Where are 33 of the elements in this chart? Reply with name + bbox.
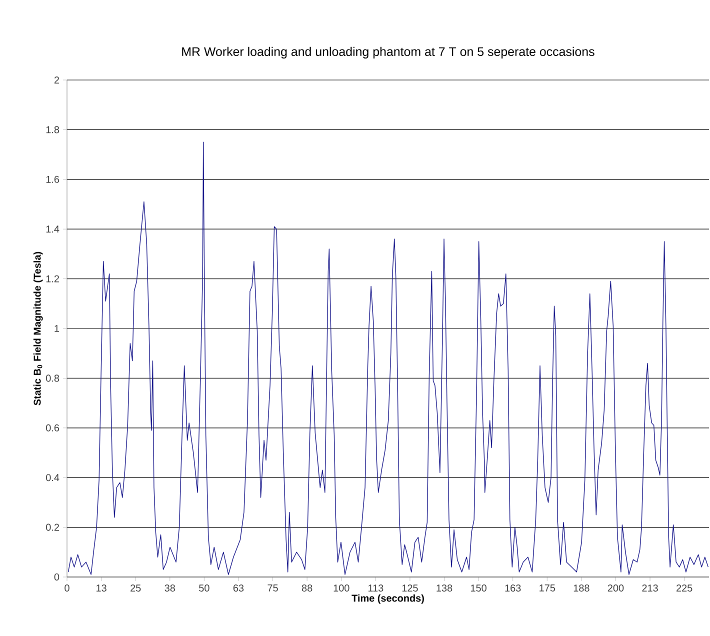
y-tick-label: 0.8 bbox=[46, 374, 60, 382]
x-tick-label: 50 bbox=[199, 584, 210, 592]
x-tick-label: 38 bbox=[164, 584, 175, 592]
y-tick-label: 1.8 bbox=[46, 126, 60, 134]
x-tick-label: 113 bbox=[368, 584, 384, 592]
y-tick-label: 0.6 bbox=[46, 424, 60, 432]
x-tick-label: 163 bbox=[505, 584, 521, 592]
y-tick-label: 0 bbox=[54, 573, 60, 581]
x-tick-label: 125 bbox=[402, 584, 418, 592]
y-tick-label: 1.4 bbox=[46, 226, 60, 233]
x-tick-label: 188 bbox=[574, 584, 590, 592]
y-tick-label: 1 bbox=[54, 325, 59, 332]
x-tick-label: 225 bbox=[676, 584, 692, 592]
y-tick-label: 0.4 bbox=[46, 474, 60, 482]
x-tick-label: 200 bbox=[608, 584, 624, 592]
y-tick-label: 2 bbox=[54, 76, 59, 84]
y-tick-label: 0.2 bbox=[46, 524, 59, 531]
y-tick-label: 1.6 bbox=[46, 176, 60, 183]
x-tick-label: 13 bbox=[96, 584, 106, 592]
chart-title: MR Worker loading and unloading phantom at 7 T on 5 seperate occasions bbox=[182, 46, 594, 58]
y-axis-title: Static B$_{0}$ Field Magnitude (Tesla) bbox=[33, 252, 43, 406]
x-axis-title: Time (seconds) bbox=[352, 594, 424, 604]
x-tick-label: 25 bbox=[130, 584, 141, 592]
x-tick-label: 175 bbox=[540, 584, 556, 592]
x-tick-label: 88 bbox=[302, 584, 312, 592]
x-tick-label: 0 bbox=[64, 584, 70, 592]
x-tick-label: 63 bbox=[233, 584, 244, 592]
x-tick-label: 75 bbox=[268, 584, 278, 592]
x-tick-label: 138 bbox=[436, 584, 452, 592]
x-tick-label: 100 bbox=[334, 584, 350, 592]
y-tick-label: 1.2 bbox=[46, 275, 59, 282]
x-tick-label: 150 bbox=[471, 584, 486, 592]
x-tick-label: 213 bbox=[642, 584, 658, 592]
